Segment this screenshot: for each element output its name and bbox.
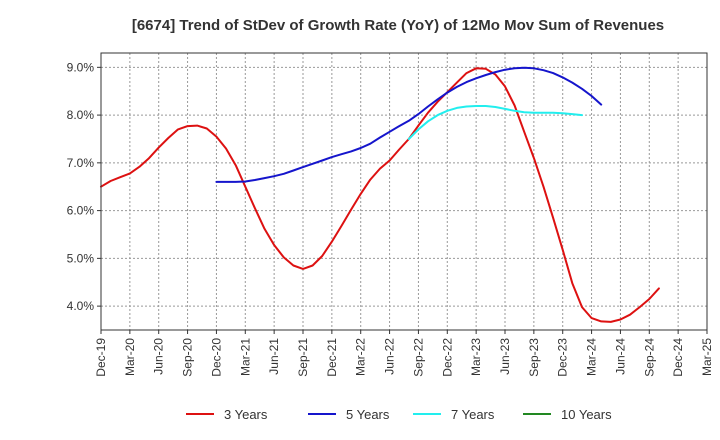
- legend: 3 Years 5 Years 7 Years 10 Years: [186, 407, 612, 422]
- y-tick-label: 5.0%: [67, 251, 95, 265]
- y-tick-label: 6.0%: [67, 204, 95, 218]
- x-tick-label: Dec-20: [209, 338, 223, 377]
- x-tick-label: Mar-23: [469, 338, 483, 376]
- x-tick-label: Mar-21: [238, 338, 252, 376]
- x-tick-label: Jun-23: [498, 338, 512, 375]
- x-tick-label: Dec-21: [325, 338, 339, 377]
- y-tick-label: 4.0%: [67, 299, 95, 313]
- y-tick-label: 7.0%: [67, 156, 95, 170]
- x-tick-label: Mar-20: [123, 338, 137, 376]
- series-line-7-years: [407, 105, 583, 140]
- series-lines: [100, 66, 660, 323]
- x-tick-label: Sep-21: [296, 338, 310, 377]
- x-tick-label: Dec-22: [440, 338, 454, 377]
- x-tick-label: Jun-24: [613, 338, 627, 375]
- x-tick-label: Sep-23: [527, 338, 541, 377]
- y-tick-label: 8.0%: [67, 108, 95, 122]
- series-line-5-years: [215, 66, 603, 183]
- y-axis: 4.0% 5.0% 6.0% 7.0% 8.0% 9.0%: [67, 60, 101, 313]
- legend-label-10-years: 10 Years: [561, 407, 612, 422]
- grid: [101, 53, 707, 330]
- legend-label-7-years: 7 Years: [451, 407, 495, 422]
- x-tick-label: Mar-22: [354, 338, 368, 376]
- x-tick-label: Dec-23: [556, 338, 570, 377]
- x-tick-label: Dec-24: [671, 338, 685, 377]
- x-tick-label: Mar-25: [700, 338, 714, 376]
- legend-label-3-years: 3 Years: [224, 407, 268, 422]
- chart-title: [6674] Trend of StDev of Growth Rate (Yo…: [132, 17, 664, 34]
- x-tick-label: Sep-20: [181, 338, 195, 377]
- x-tick-label: Jun-22: [383, 338, 397, 375]
- x-tick-label: Sep-24: [642, 338, 656, 377]
- x-tick-label: Jun-20: [152, 338, 166, 375]
- x-tick-label: Dec-19: [94, 338, 108, 377]
- x-tick-label: Sep-22: [411, 338, 425, 377]
- series-line-3-years: [100, 67, 660, 323]
- x-tick-label: Jun-21: [267, 338, 281, 375]
- plot-border: [100, 52, 708, 331]
- x-axis: Dec-19 Mar-20 Jun-20 Sep-20 Dec-20 Mar-21 Jun-…: [94, 330, 714, 377]
- legend-label-5-years: 5 Years: [346, 407, 390, 422]
- x-tick-label: Mar-24: [585, 338, 599, 376]
- y-tick-label: 9.0%: [67, 60, 95, 74]
